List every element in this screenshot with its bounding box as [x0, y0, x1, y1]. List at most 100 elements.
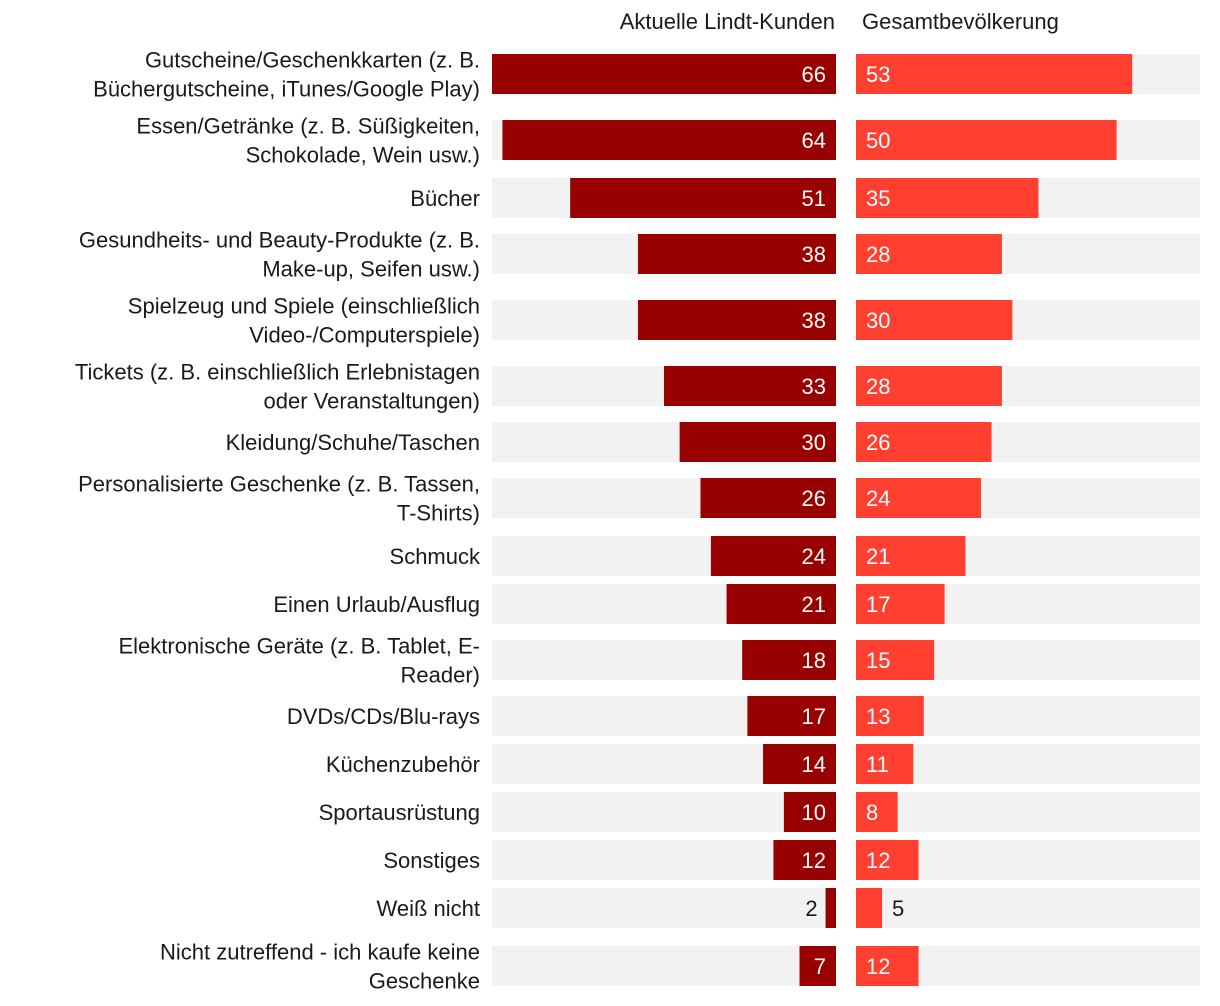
bar-population — [856, 478, 982, 518]
value-label-lindt: 24 — [802, 544, 826, 569]
value-label-population: 13 — [866, 704, 890, 729]
category-label: Gesundheits- und Beauty-Produkte (z. B. M… — [79, 228, 480, 282]
category-label-line: Elektronische Geräte (z. B. Tablet, E- — [118, 634, 480, 659]
category-label-line: Video-/Computerspiele) — [249, 323, 480, 348]
category-label-line: Küchenzubehör — [326, 752, 480, 777]
bar-population — [856, 640, 935, 680]
bar-population — [856, 178, 1039, 218]
category-label-line: Make-up, Seifen usw.) — [262, 257, 480, 282]
chart-row: Personalisierte Geschenke (z. B. Tassen,… — [78, 472, 1200, 526]
bar-population — [856, 366, 1002, 406]
category-label: Sportausrüstung — [319, 800, 480, 825]
category-label-line: Kleidung/Schuhe/Taschen — [226, 430, 480, 455]
category-label: Nicht zutreffend - ich kaufe keine Gesche… — [160, 940, 480, 994]
bar-lindt — [799, 946, 836, 986]
category-label-line: Sportausrüstung — [319, 800, 480, 825]
bar-population — [856, 120, 1117, 160]
category-label-line: Geschenke — [369, 969, 480, 994]
bar-lindt — [679, 422, 836, 462]
value-label-lindt: 2 — [805, 896, 817, 921]
bar-lindt — [747, 696, 836, 736]
bar-population — [856, 300, 1013, 340]
value-label-population: 21 — [866, 544, 890, 569]
value-label-population: 17 — [866, 592, 890, 617]
value-label-population: 8 — [866, 800, 878, 825]
value-label-lindt: 10 — [802, 800, 826, 825]
category-label-line: Einen Urlaub/Ausflug — [273, 592, 480, 617]
value-label-population: 12 — [866, 954, 890, 979]
bar-population — [856, 234, 1002, 274]
bar-population — [856, 792, 898, 832]
value-label-lindt: 26 — [802, 486, 826, 511]
value-label-population: 24 — [866, 486, 890, 511]
bar-lindt — [502, 120, 836, 160]
value-label-population: 26 — [866, 430, 890, 455]
chart-row: Schmuck 24 21 — [390, 536, 1200, 576]
value-label-lindt: 30 — [802, 430, 826, 455]
value-label-lindt: 66 — [802, 62, 826, 87]
category-label-line: Schokolade, Wein usw.) — [246, 143, 480, 168]
category-label: Tickets (z. B. einschließlich Erlebnista… — [75, 360, 480, 414]
value-label-population: 50 — [866, 128, 890, 153]
bar-track-lindt — [492, 888, 836, 928]
value-label-lindt: 21 — [802, 592, 826, 617]
chart-row: Sportausrüstung 10 8 — [319, 792, 1200, 832]
category-label-line: Personalisierte Geschenke (z. B. Tassen, — [78, 472, 480, 497]
value-label-lindt: 17 — [802, 704, 826, 729]
bar-lindt — [664, 366, 836, 406]
bar-population — [856, 840, 919, 880]
bar-population — [856, 422, 992, 462]
value-label-population: 15 — [866, 648, 890, 673]
bar-lindt — [742, 640, 836, 680]
category-label-line: Bücher — [410, 186, 480, 211]
category-label-line: oder Veranstaltungen) — [264, 389, 481, 414]
chart-row: Spielzeug und Spiele (einschließlich Vide… — [128, 294, 1200, 348]
bar-population — [856, 888, 883, 928]
chart-rows: Gutscheine/Geschenkkarten (z. B. Büchergu… — [75, 48, 1200, 994]
value-label-lindt: 12 — [802, 848, 826, 873]
bar-lindt — [763, 744, 836, 784]
category-label: Gutscheine/Geschenkkarten (z. B. Büchergu… — [93, 48, 480, 102]
bar-lindt — [700, 478, 836, 518]
value-label-population: 5 — [892, 896, 904, 921]
bar-lindt — [825, 888, 836, 928]
category-label: Sonstiges — [383, 848, 480, 873]
category-label-line: Nicht zutreffend - ich kaufe keine — [160, 940, 480, 965]
bar-track-population — [856, 792, 1200, 832]
bar-lindt — [783, 792, 836, 832]
category-label: Essen/Getränke (z. B. Süßigkeiten, Schoko… — [136, 114, 480, 168]
bar-lindt — [637, 300, 836, 340]
bar-track-lindt — [492, 792, 836, 832]
category-label: Spielzeug und Spiele (einschließlich Vide… — [128, 294, 480, 348]
category-label: Einen Urlaub/Ausflug — [273, 592, 480, 617]
value-label-population: 28 — [866, 374, 890, 399]
category-label-line: Essen/Getränke (z. B. Süßigkeiten, — [136, 114, 480, 139]
chart-row: Sonstiges 12 12 — [383, 840, 1200, 880]
category-label-line: Weiß nicht — [376, 896, 480, 921]
category-label-line: Gesundheits- und Beauty-Produkte (z. B. — [79, 228, 480, 253]
chart-row: Bücher 51 35 — [410, 178, 1200, 218]
category-label: Bücher — [410, 186, 480, 211]
bar-lindt — [726, 584, 836, 624]
chart-row: Nicht zutreffend - ich kaufe keine Gesche… — [160, 940, 1200, 994]
value-label-lindt: 64 — [802, 128, 826, 153]
value-label-population: 12 — [866, 848, 890, 873]
value-label-lindt: 38 — [802, 242, 826, 267]
category-label: DVDs/CDs/Blu-rays — [287, 704, 480, 729]
category-label: Küchenzubehör — [326, 752, 480, 777]
bar-lindt — [492, 54, 836, 94]
category-label-line: DVDs/CDs/Blu-rays — [287, 704, 480, 729]
category-label: Kleidung/Schuhe/Taschen — [226, 430, 480, 455]
category-label-line: Schmuck — [390, 544, 481, 569]
bar-lindt — [773, 840, 836, 880]
bar-track-population — [856, 888, 1200, 928]
chart-row: Gutscheine/Geschenkkarten (z. B. Büchergu… — [93, 48, 1200, 102]
bar-lindt — [637, 234, 836, 274]
category-label-line: Spielzeug und Spiele (einschließlich — [128, 294, 480, 319]
value-label-population: 53 — [866, 62, 890, 87]
bar-population — [856, 54, 1133, 94]
chart-row: Tickets (z. B. einschließlich Erlebnista… — [75, 360, 1200, 414]
value-label-population: 35 — [866, 186, 890, 211]
bar-lindt — [710, 536, 836, 576]
